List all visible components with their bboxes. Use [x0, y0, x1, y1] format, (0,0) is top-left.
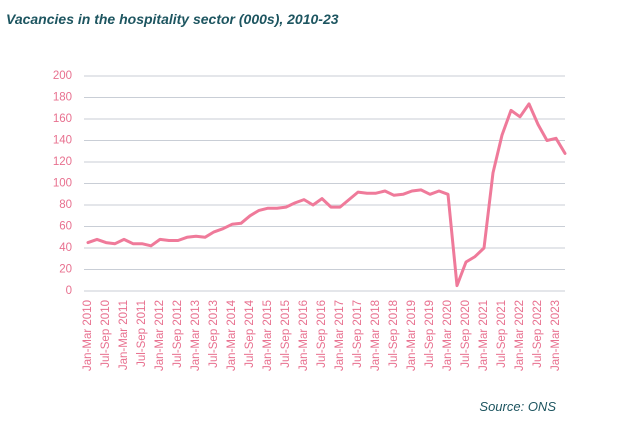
y-tick-label: 200	[53, 70, 72, 82]
x-tick-label: Jul-Sep 2013	[208, 300, 220, 368]
x-tick-label: Jul-Sep 2018	[388, 300, 400, 368]
x-tick-label: Jul-Sep 2011	[136, 300, 148, 367]
x-tick-label: Jul-Sep 2014	[244, 299, 256, 367]
x-tick-label: Jan-Mar 2023	[550, 300, 562, 371]
x-tick-label: Jul-Sep 2022	[532, 300, 544, 368]
y-tick-label: 60	[59, 221, 72, 233]
x-tick-label: Jan-Mar 2013	[190, 300, 202, 371]
y-tick-label: 160	[53, 113, 72, 125]
x-tick-label: Jul-Sep 2017	[352, 300, 364, 368]
x-tick-label: Jan-Mar 2011	[118, 300, 130, 370]
x-tick-label: Jan-Mar 2022	[514, 300, 526, 371]
x-tick-label: Jul-Sep 2020	[460, 300, 472, 368]
x-tick-label: Jan-Mar 2010	[82, 300, 94, 371]
x-tick-label: Jan-Mar 2015	[262, 300, 274, 371]
source-note: Source: ONS	[479, 399, 556, 414]
x-tick-label: Jan-Mar 2014	[226, 299, 238, 371]
x-tick-label: Jul-Sep 2016	[316, 300, 328, 368]
x-tick-label: Jan-Mar 2020	[442, 300, 454, 371]
x-tick-label: Jul-Sep 2019	[424, 300, 436, 368]
y-tick-label: 0	[66, 285, 72, 297]
y-tick-label: 20	[59, 264, 72, 276]
x-tick-label: Jan-Mar 2017	[334, 300, 346, 371]
data-line	[86, 102, 567, 288]
y-tick-label: 180	[53, 92, 72, 104]
x-tick-label: Jan-Mar 2021	[478, 300, 490, 371]
y-tick-label: 80	[59, 199, 72, 211]
x-tick-label: Jan-Mar 2012	[154, 300, 166, 371]
y-tick-label: 40	[59, 242, 72, 254]
x-tick-label: Jan-Mar 2016	[298, 300, 310, 371]
x-tick-label: Jan-Mar 2019	[406, 300, 418, 371]
chart-title: Vacancies in the hospitality sector (000…	[6, 11, 339, 27]
x-tick-label: Jul-Sep 2010	[100, 300, 112, 368]
x-tick-label: Jul-Sep 2021	[496, 300, 508, 368]
y-tick-label: 100	[53, 178, 72, 190]
y-tick-label: 120	[53, 156, 72, 168]
x-tick-label: Jul-Sep 2015	[280, 300, 292, 368]
y-tick-label: 140	[53, 135, 72, 147]
x-tick-label: Jul-Sep 2012	[172, 300, 184, 368]
x-tick-label: Jan-Mar 2018	[370, 300, 382, 371]
